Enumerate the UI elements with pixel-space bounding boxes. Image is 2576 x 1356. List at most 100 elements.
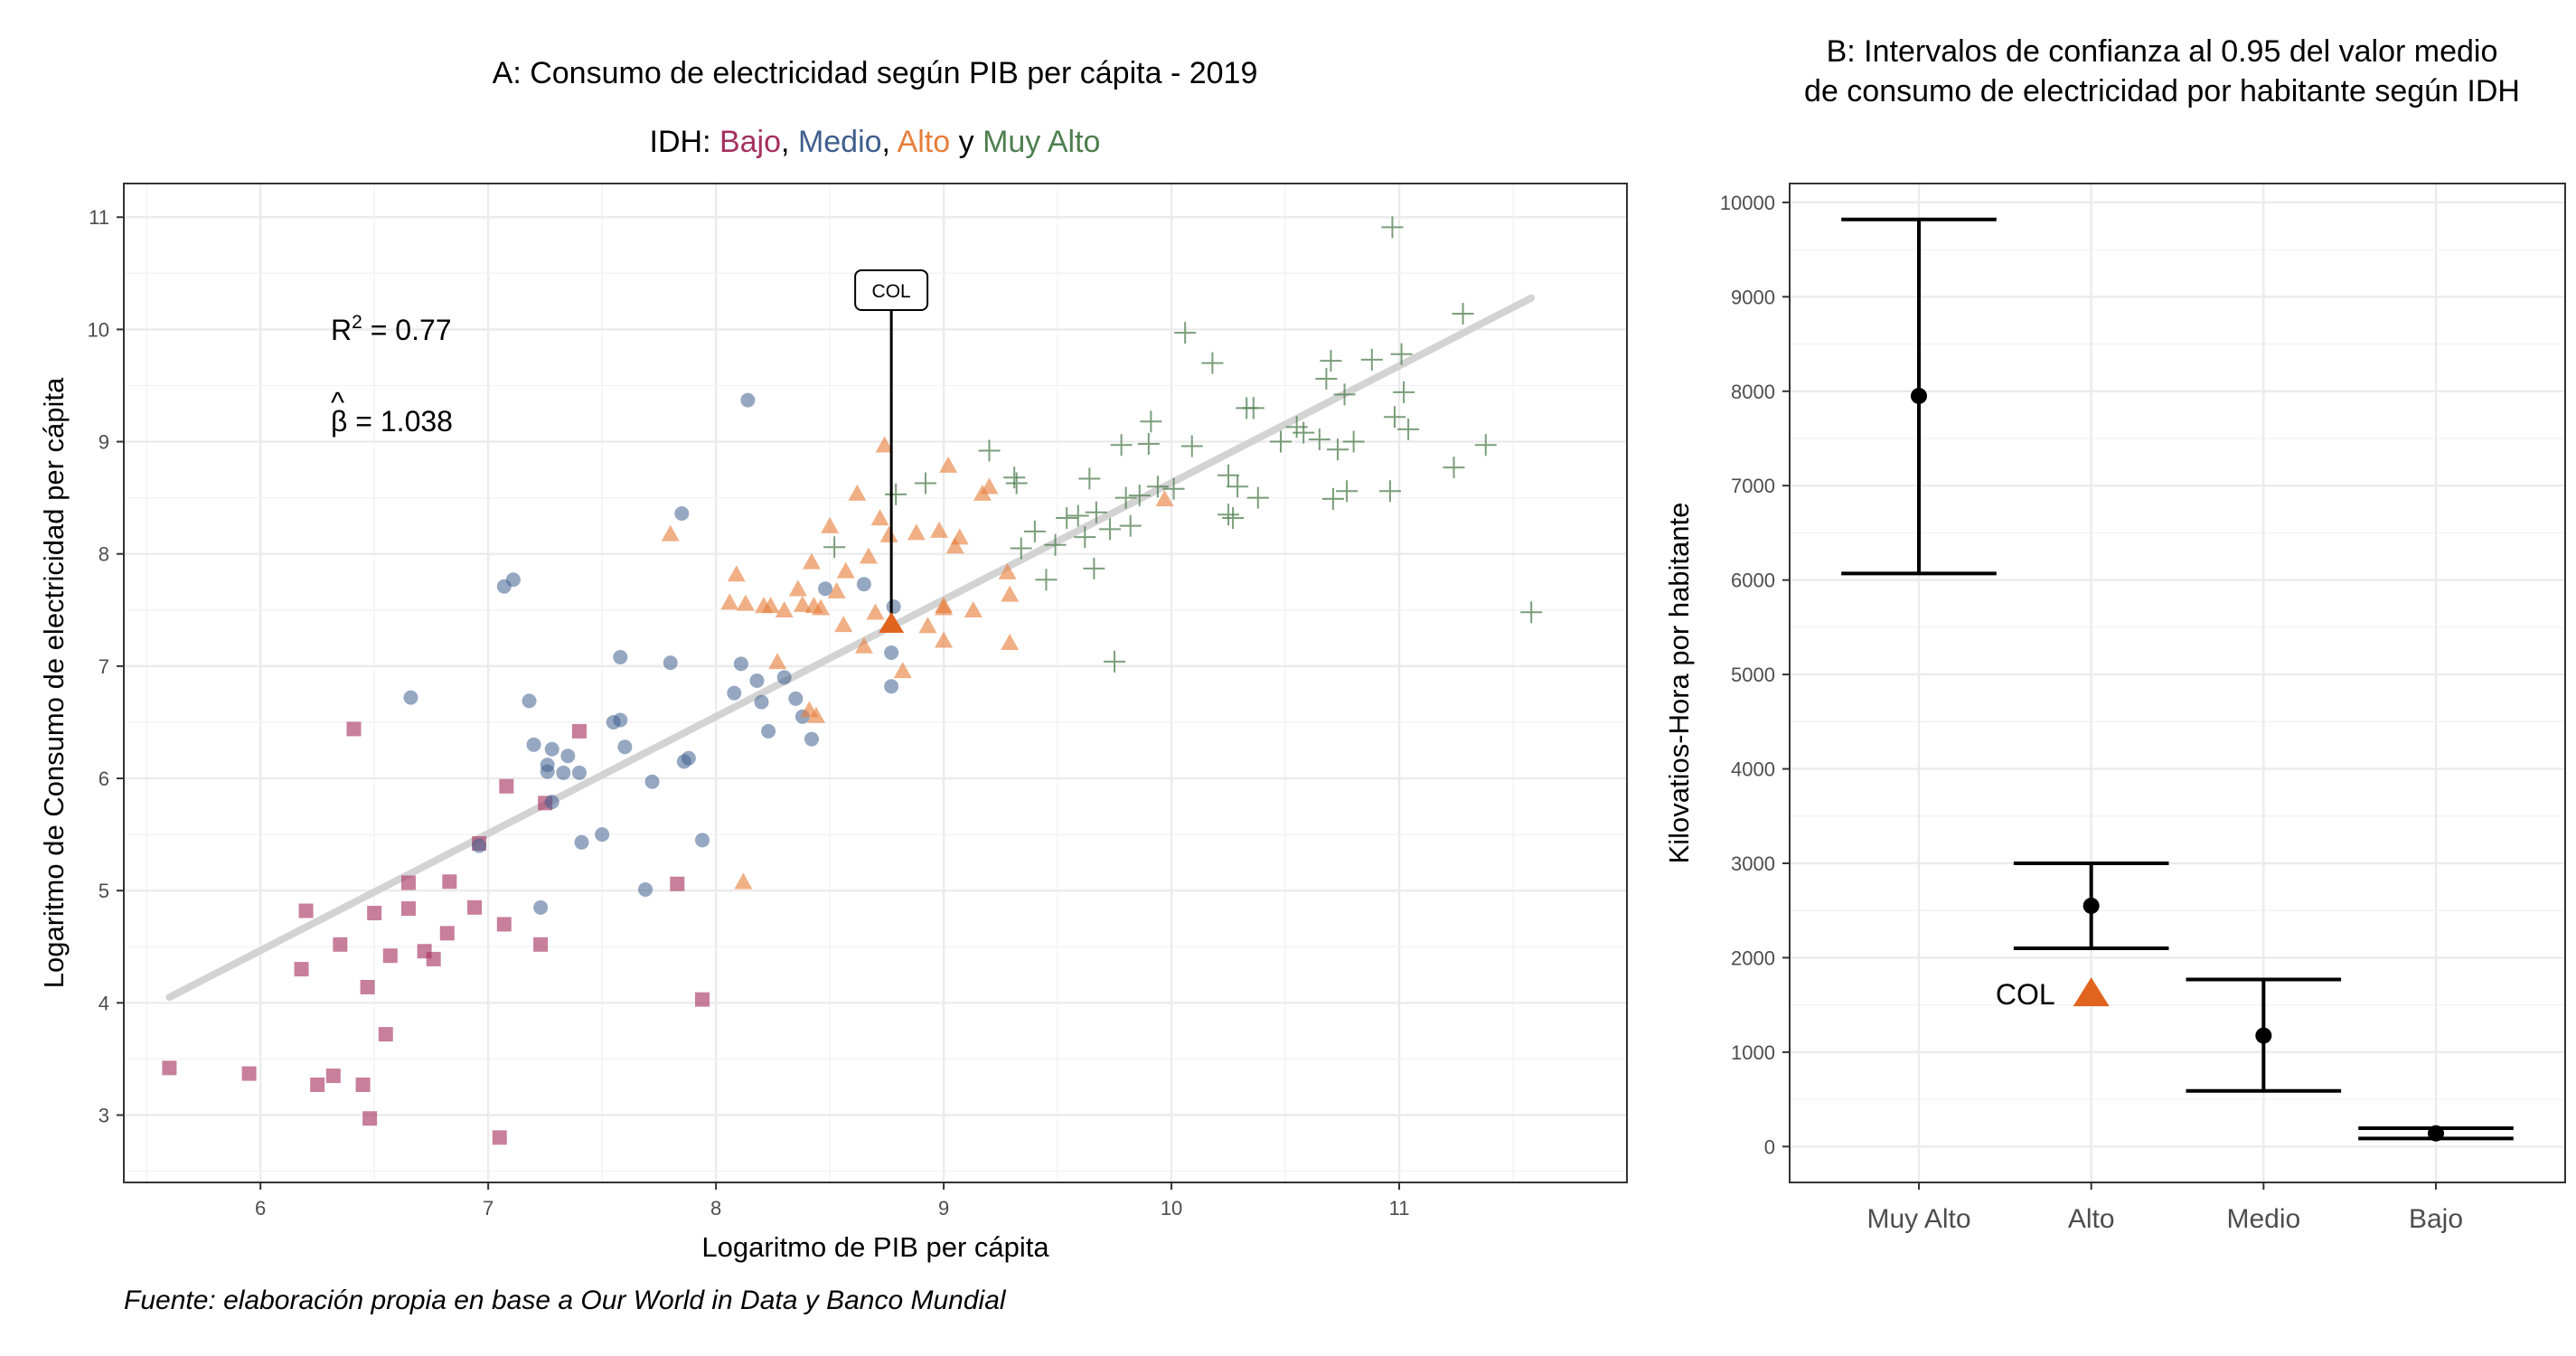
point-medio <box>884 645 899 660</box>
y-tick-label: 8000 <box>1731 381 1775 403</box>
beta-annotation: β = 1.038 <box>331 405 453 438</box>
point-alto <box>793 595 812 612</box>
point-alto <box>806 706 825 723</box>
point-medio <box>695 833 710 848</box>
point-medio <box>560 749 576 764</box>
point-bajo <box>496 917 512 932</box>
point-medio <box>638 881 653 897</box>
point-alto <box>734 872 753 890</box>
point-muy-alto <box>1162 477 1185 500</box>
point-bajo <box>695 992 710 1007</box>
point-muy-alto <box>914 472 936 494</box>
point-alto <box>848 484 867 501</box>
point-muy-alto <box>885 483 907 505</box>
point-medio <box>674 506 690 522</box>
point-muy-alto <box>1217 464 1240 486</box>
point-medio <box>761 723 776 739</box>
point-medio <box>540 758 555 773</box>
x-tick-label: 10 <box>1161 1197 1182 1219</box>
y-tick-label: 7 <box>99 655 109 678</box>
panel-b-y-axis-title: Kilovatios-Hora por habitante <box>1663 503 1695 864</box>
point-alto <box>768 653 787 670</box>
point-muy-alto <box>1083 557 1105 579</box>
point-medio <box>804 731 819 747</box>
panel-a-y-axis-title: Logaritmo de Consumo de electricidad per… <box>38 377 70 988</box>
point-bajo <box>467 899 483 915</box>
point-medio <box>544 795 559 810</box>
y-tick-label: 10 <box>88 318 109 341</box>
point-alto <box>866 603 885 620</box>
point-medio <box>644 774 660 789</box>
panel-a-ticks: 6 7 8 9 10 11 3 4 5 6 7 8 9 10 11 <box>88 206 1410 1219</box>
point-muy-alto <box>1137 433 1160 456</box>
point-muy-alto <box>1128 485 1151 507</box>
mean-point <box>2082 897 2100 914</box>
panel-b-title-line-1: B: Intervalos de confianza al 0.95 del v… <box>1827 34 2498 69</box>
point-medio <box>681 750 696 766</box>
y-tick-label: 7000 <box>1731 475 1775 497</box>
point-muy-alto <box>1140 410 1162 433</box>
y-tick-label: 1000 <box>1731 1041 1775 1064</box>
point-alto <box>661 524 680 541</box>
point-muy-alto <box>1270 430 1293 453</box>
subtitle-group-1: Medio <box>798 125 882 159</box>
point-muy-alto <box>1217 504 1240 526</box>
point-alto <box>1001 634 1020 651</box>
point-medio <box>856 577 871 592</box>
point-muy-alto <box>1099 518 1122 541</box>
y-tick-label: 3000 <box>1731 852 1775 875</box>
point-muy-alto <box>1308 428 1330 451</box>
point-muy-alto <box>1110 434 1133 457</box>
point-bajo <box>325 1069 341 1084</box>
point-bajo <box>400 875 416 890</box>
point-medio <box>574 834 589 850</box>
y-tick-label: 4000 <box>1731 758 1775 781</box>
point-alto <box>788 579 807 597</box>
point-alto <box>727 565 746 582</box>
point-bajo <box>294 962 309 977</box>
point-muy-alto <box>1315 368 1338 391</box>
point-bajo <box>355 1077 371 1092</box>
x-tick-label: 8 <box>710 1197 721 1219</box>
y-tick-label: 2000 <box>1731 946 1775 969</box>
point-muy-alto <box>1242 397 1264 419</box>
point-medio <box>663 655 678 671</box>
point-alto <box>827 581 846 598</box>
point-medio <box>472 838 487 853</box>
point-medio <box>505 572 521 588</box>
point-muy-alto <box>1321 487 1344 510</box>
y-tick-label: 9 <box>99 431 109 454</box>
point-alto <box>893 662 912 679</box>
point-alto <box>950 528 969 545</box>
y-tick-label: 6000 <box>1731 570 1775 592</box>
point-muy-alto <box>1010 537 1032 560</box>
point-alto <box>834 616 853 633</box>
point-alto <box>775 601 794 618</box>
point-medio <box>617 739 633 755</box>
x-tick-label: 7 <box>483 1197 494 1219</box>
point-alto <box>859 547 878 564</box>
point-bajo <box>382 948 398 964</box>
point-alto <box>875 436 894 453</box>
x-category-label: Muy Alto <box>1866 1204 1970 1234</box>
point-bajo <box>499 778 514 794</box>
point-bajo <box>492 1130 507 1145</box>
point-bajo <box>360 979 375 994</box>
point-alto <box>1155 490 1174 507</box>
point-bajo <box>439 926 455 941</box>
col-marker <box>2073 977 2110 1007</box>
point-muy-alto <box>1443 457 1465 479</box>
point-medio <box>740 392 756 408</box>
point-bajo <box>310 1077 325 1092</box>
y-tick-label: 0 <box>1764 1135 1775 1158</box>
point-medio <box>613 712 628 728</box>
panel-a: A: Consumo de electricidad según PIB per… <box>38 56 1629 1263</box>
col-point <box>879 611 905 633</box>
point-muy-alto <box>978 439 1001 462</box>
mean-point <box>1911 387 1927 404</box>
subtitle-group-3: Muy Alto <box>982 125 1100 159</box>
point-muy-alto <box>823 536 846 559</box>
point-muy-alto <box>1520 601 1543 624</box>
point-bajo <box>298 903 314 918</box>
col-marker-label: COL <box>1996 978 2055 1011</box>
